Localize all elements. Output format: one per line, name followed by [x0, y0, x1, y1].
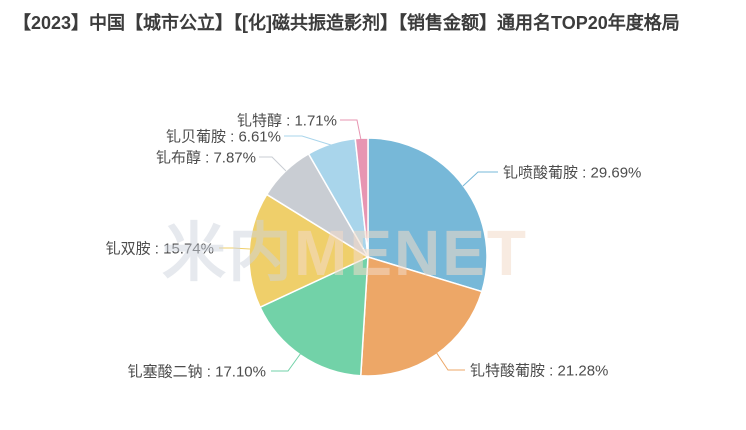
slice-label: 钆塞酸二钠 : 17.10% — [128, 362, 266, 380]
slice-label: 钆特醇 : 1.71% — [237, 112, 337, 129]
pie-slice-7[interactable] — [354, 137, 369, 258]
slice-leader-line — [340, 119, 362, 141]
pie-slice-3[interactable] — [259, 256, 369, 377]
pie-slice-2[interactable] — [360, 256, 483, 377]
slice-label: 钆喷酸葡胺 : 29.69% — [503, 164, 641, 181]
pie-slice-4[interactable] — [248, 193, 369, 308]
slice-leader-line — [259, 156, 287, 172]
slice-label: 钆特酸葡胺 : 21.28% — [470, 362, 608, 379]
slice-leader-line — [284, 135, 332, 146]
slice-leader-line — [462, 171, 498, 187]
slice-leader-line — [435, 351, 465, 371]
slice-leader-line — [271, 352, 302, 372]
slice-label: 钆贝葡胺 : 6.61% — [166, 128, 281, 145]
slice-leader-line — [219, 247, 251, 250]
slice-label: 钆双胺 : 15.74% — [106, 240, 214, 257]
slice-label: 钆布醇 : 7.87% — [156, 149, 256, 166]
chart-title: 【2023】中国【城市公立】【[化]磁共振造影剂】【销售金额】通用名TOP20年… — [13, 13, 680, 33]
